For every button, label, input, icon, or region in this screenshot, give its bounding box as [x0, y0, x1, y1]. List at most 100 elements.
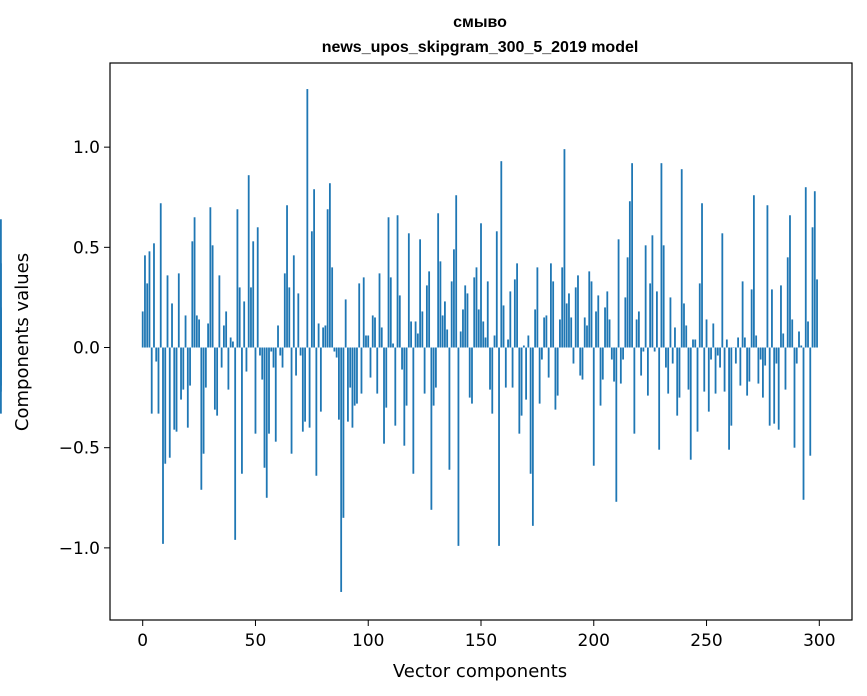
- bar: [748, 347, 751, 382]
- bar: [250, 287, 252, 348]
- bar: [349, 347, 352, 388]
- bar: [326, 209, 329, 348]
- bar: [389, 277, 392, 348]
- bar: [256, 227, 259, 348]
- bar: [360, 347, 363, 394]
- bar: [518, 347, 521, 434]
- bar: [782, 333, 785, 348]
- bar: [716, 347, 719, 356]
- y-tick-label: 0.0: [73, 339, 100, 359]
- bar: [471, 347, 473, 404]
- bar: [270, 347, 273, 352]
- bar: [545, 315, 548, 348]
- bar: [155, 347, 158, 362]
- bar: [227, 347, 230, 390]
- bar: [342, 347, 345, 518]
- bar: [633, 347, 636, 434]
- bar: [784, 347, 787, 390]
- bar: [450, 281, 453, 348]
- bar: [626, 257, 629, 348]
- bar: [182, 347, 185, 390]
- x-tick-label: 0: [137, 631, 148, 651]
- bar: [583, 317, 586, 348]
- bar: [410, 321, 412, 348]
- bar: [468, 347, 471, 398]
- bar: [565, 303, 568, 348]
- bar: [635, 319, 638, 348]
- bar: [430, 347, 433, 510]
- bar: [766, 205, 769, 348]
- bar: [509, 291, 512, 348]
- bar: [446, 329, 449, 348]
- bar: [687, 347, 690, 390]
- bar: [378, 273, 381, 348]
- bar: [403, 347, 406, 446]
- bar: [561, 267, 564, 348]
- bars-group: [0, 89, 818, 592]
- bar: [707, 347, 710, 412]
- bar: [789, 215, 791, 348]
- bar: [234, 347, 237, 540]
- bar: [656, 291, 658, 348]
- bar: [455, 195, 458, 348]
- bar: [640, 347, 643, 376]
- bar: [531, 347, 534, 526]
- bar: [692, 339, 694, 348]
- bar: [757, 347, 760, 384]
- bar: [153, 243, 155, 348]
- bar: [804, 187, 807, 348]
- bar: [301, 347, 304, 432]
- bar: [802, 347, 805, 500]
- bar: [642, 347, 645, 352]
- y-axis-label: Components values: [12, 253, 33, 431]
- bar: [347, 347, 349, 422]
- bar: [186, 347, 189, 428]
- bar: [730, 347, 733, 426]
- bar: [798, 331, 800, 348]
- bar: [613, 347, 615, 382]
- bar: [610, 347, 613, 360]
- bar: [259, 347, 261, 356]
- bar: [807, 321, 809, 348]
- bar: [568, 293, 570, 348]
- bar: [552, 281, 555, 348]
- bar: [351, 347, 354, 428]
- bar: [383, 347, 385, 444]
- bar: [694, 339, 697, 348]
- bar: [649, 283, 652, 348]
- bar: [637, 311, 640, 348]
- bar: [755, 335, 758, 348]
- bar: [148, 251, 151, 348]
- bar: [146, 283, 149, 348]
- bar: [313, 189, 315, 348]
- bar: [685, 325, 688, 348]
- y-tick-label: 1.0: [73, 138, 100, 158]
- bar: [712, 323, 715, 348]
- bar: [220, 347, 223, 368]
- bar: [482, 321, 485, 348]
- bar: [665, 347, 667, 368]
- bar: [414, 321, 417, 348]
- bar: [180, 347, 182, 400]
- x-tick-label: 100: [352, 631, 384, 651]
- bar: [579, 347, 582, 376]
- bar: [777, 347, 780, 430]
- bar: [811, 227, 814, 348]
- bar: [283, 273, 286, 348]
- bar: [437, 213, 440, 348]
- bar: [624, 297, 627, 348]
- bar: [543, 317, 546, 348]
- bar: [644, 245, 647, 348]
- bar: [241, 347, 243, 474]
- bar: [574, 287, 577, 348]
- bar: [441, 315, 444, 348]
- bar: [800, 345, 803, 348]
- bar: [405, 347, 408, 406]
- bar: [615, 347, 618, 502]
- bar: [279, 347, 282, 356]
- bar: [338, 347, 340, 420]
- bar: [252, 241, 255, 348]
- bar: [475, 267, 478, 348]
- bar: [500, 161, 503, 348]
